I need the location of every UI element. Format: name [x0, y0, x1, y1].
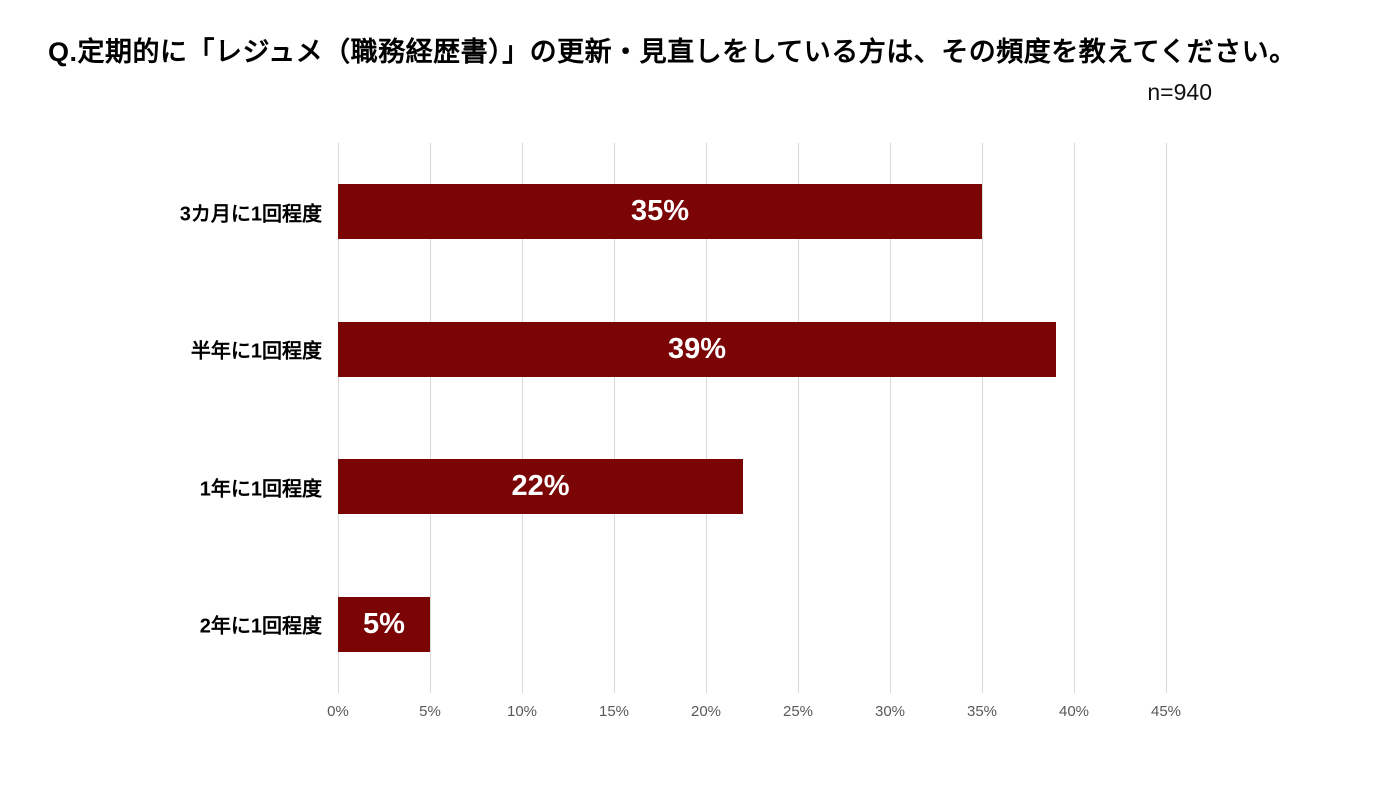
bar: 5%: [338, 597, 430, 652]
page-title: Q.定期的に「レジュメ（職務経歴書）」の更新・見直しをしている方は、その頻度を教…: [48, 37, 1297, 67]
gridline: [522, 143, 523, 693]
gridline: [1166, 143, 1167, 693]
x-tick-label: 10%: [506, 703, 538, 720]
bar: 22%: [338, 459, 743, 514]
bar-value-label: 35%: [630, 195, 690, 227]
sample-size-label: n=940: [1147, 79, 1212, 105]
category-label: 1年に1回程度: [199, 478, 322, 501]
gridline: [338, 143, 339, 693]
x-tick-label: 35%: [966, 703, 998, 720]
x-tick-label: 5%: [419, 703, 441, 720]
plot-area: 35% 39% 22% 5%: [338, 143, 1167, 693]
gridline: [430, 143, 431, 693]
gridline: [982, 143, 983, 693]
category-label: 3カ月に1回程度: [179, 203, 322, 226]
category-label: 半年に1回程度: [190, 340, 322, 363]
gridline: [614, 143, 615, 693]
x-tick-label: 25%: [782, 703, 814, 720]
x-tick-label: 0%: [327, 703, 349, 720]
x-tick-label: 30%: [874, 703, 906, 720]
x-tick-label: 40%: [1058, 703, 1090, 720]
category-label: 2年に1回程度: [199, 615, 322, 638]
bar-value-label: 39%: [667, 333, 727, 365]
gridline: [890, 143, 891, 693]
gridline: [706, 143, 707, 693]
gridline: [798, 143, 799, 693]
x-tick-label: 15%: [598, 703, 630, 720]
bar-value-label: 5%: [363, 608, 405, 640]
gridline: [1074, 143, 1075, 693]
bar-value-label: 22%: [511, 470, 570, 502]
x-tick-label: 20%: [690, 703, 722, 720]
bar: 39%: [338, 322, 1056, 377]
bar: 35%: [338, 184, 982, 239]
x-tick-label: 45%: [1150, 703, 1182, 720]
